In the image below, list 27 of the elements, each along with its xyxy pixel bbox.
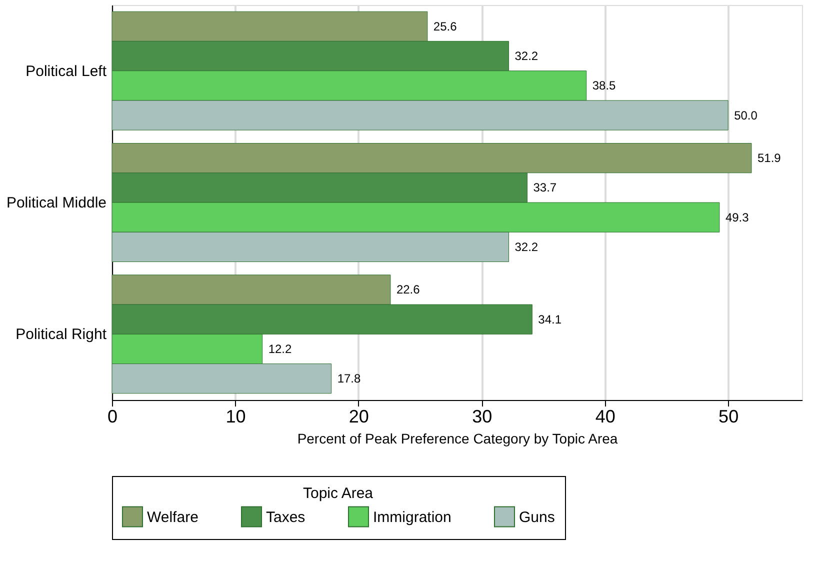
data-label: 50.0 bbox=[734, 108, 758, 122]
legend-label: Immigration bbox=[373, 508, 452, 526]
x-axis-title: Percent of Peak Preference Category by Topic Area bbox=[297, 430, 618, 446]
data-label: 38.5 bbox=[592, 78, 616, 93]
data-label: 12.2 bbox=[268, 342, 292, 356]
data-label: 32.2 bbox=[514, 49, 538, 64]
data-label: 25.6 bbox=[433, 19, 458, 34]
data-label: 34.1 bbox=[538, 312, 562, 326]
x-tick-label: 10 bbox=[226, 406, 246, 426]
data-label: 49.3 bbox=[725, 210, 750, 224]
data-label: 32.2 bbox=[514, 240, 538, 254]
x-tick-label: 0 bbox=[107, 406, 118, 426]
legend-label: Guns bbox=[519, 508, 555, 526]
x-tick-label: 30 bbox=[472, 406, 492, 426]
data-label: 22.6 bbox=[396, 282, 420, 297]
x-tick-label: 50 bbox=[718, 406, 739, 426]
data-label: 51.9 bbox=[757, 151, 782, 166]
y-tick-label: Political Left bbox=[26, 62, 108, 80]
y-tick-label: Political Right bbox=[16, 326, 108, 344]
x-tick-label: 40 bbox=[595, 406, 616, 426]
data-label: 17.8 bbox=[337, 372, 362, 386]
data-label: 33.7 bbox=[533, 180, 557, 195]
y-tick-label: Political Middle bbox=[6, 194, 106, 212]
legend-label: Taxes bbox=[266, 508, 306, 526]
legend-title: Topic Area bbox=[302, 485, 374, 502]
legend-label: Welfare bbox=[147, 508, 198, 526]
x-tick-label: 20 bbox=[348, 406, 369, 426]
